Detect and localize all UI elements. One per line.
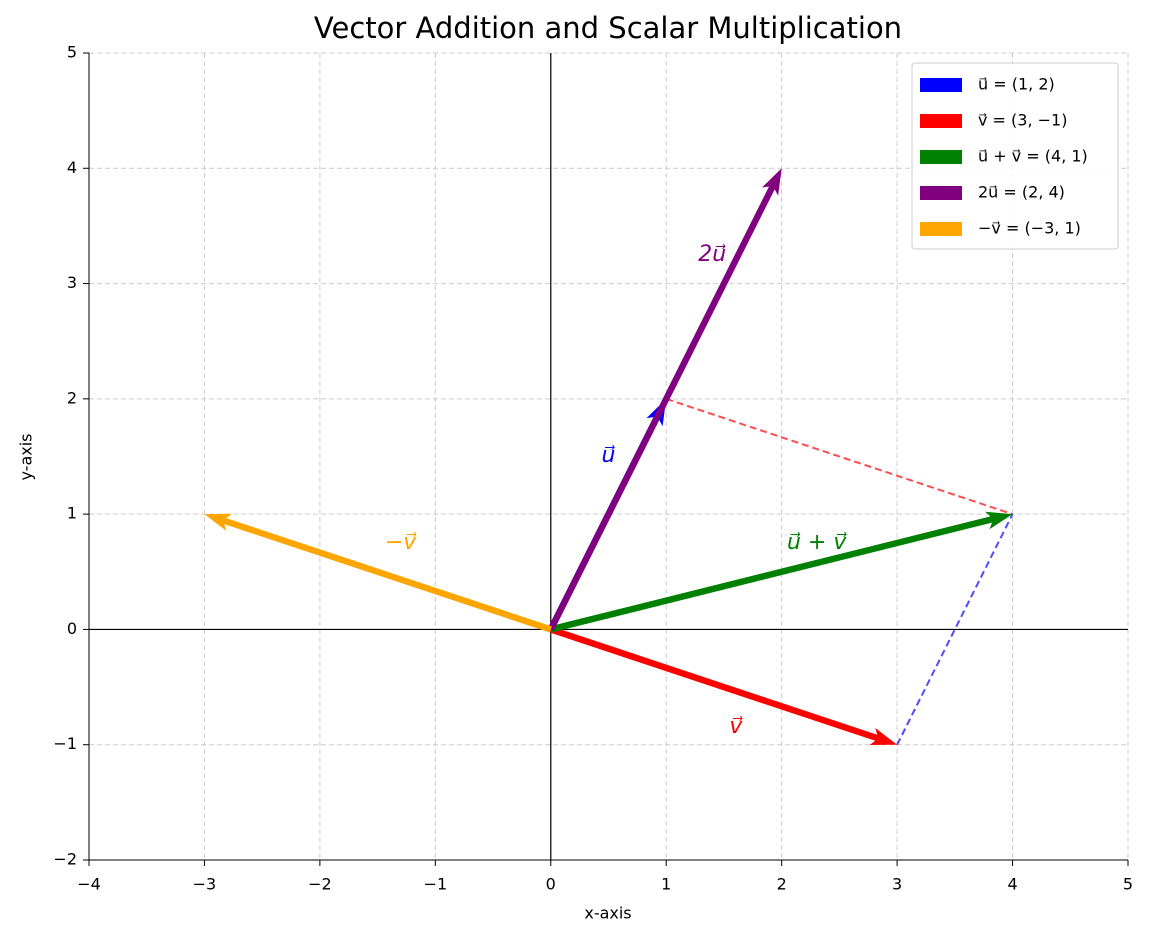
legend-swatch (920, 150, 962, 164)
vector-arrow (550, 511, 1013, 633)
legend-box (911, 62, 1119, 250)
x-axis-label: x-axis (584, 904, 631, 923)
legend-text: u⃗ = (1, 2) (978, 75, 1055, 94)
vector-arrow (204, 513, 552, 633)
x-tick-label: 0 (546, 875, 556, 894)
vector-arrow (549, 626, 898, 745)
x-tick-label: −2 (308, 875, 332, 894)
y-tick-label: 5 (67, 43, 77, 62)
y-tick-label: 2 (67, 388, 77, 407)
legend-swatch (920, 186, 962, 200)
legend-text: −v⃗ = (−3, 1) (978, 219, 1081, 238)
legend-text: v⃗ = (3, −1) (978, 111, 1067, 130)
legend-text: u⃗ + v⃗ = (4, 1) (978, 147, 1088, 166)
vector-label: 2u⃗ (698, 242, 726, 267)
y-tick-label: 1 (67, 504, 77, 523)
x-tick-label: −4 (77, 875, 101, 894)
legend-swatch (920, 222, 962, 236)
vector-label: u⃗ + v⃗ (787, 530, 847, 555)
y-tick-label: 0 (67, 619, 77, 638)
vector-label: −v⃗ (385, 530, 417, 555)
vector-arrow (547, 168, 782, 631)
legend-swatch (920, 78, 962, 92)
x-tick-label: −1 (424, 875, 448, 894)
guide-line (896, 513, 1014, 746)
x-tick-label: 3 (892, 875, 902, 894)
vector-label: v⃗ (729, 714, 743, 739)
x-tick-label: 5 (1123, 875, 1133, 894)
chart-title: Vector Addition and Scalar Multiplicatio… (314, 11, 902, 45)
vector-label: u⃗ (602, 443, 616, 468)
y-tick-label: 4 (67, 158, 77, 177)
x-tick-label: 2 (777, 875, 787, 894)
y-tick-label: −2 (53, 850, 77, 869)
x-tick-label: −3 (193, 875, 217, 894)
y-axis-label: y-axis (17, 433, 36, 480)
legend-text: 2u⃗ = (2, 4) (978, 183, 1065, 202)
x-tick-label: 1 (661, 875, 671, 894)
guide-line (665, 397, 1013, 516)
y-tick-label: 3 (67, 273, 77, 292)
y-tick-label: −1 (53, 734, 77, 753)
x-tick-label: 4 (1007, 875, 1017, 894)
legend-swatch (920, 114, 962, 128)
